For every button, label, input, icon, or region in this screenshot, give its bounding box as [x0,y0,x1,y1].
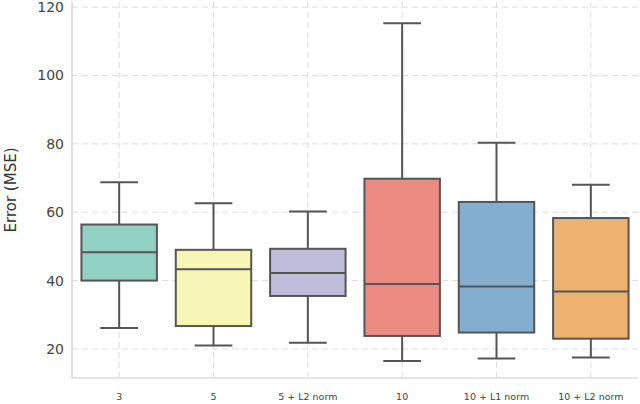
cap-upper [383,22,421,24]
whisker-upper [307,212,309,249]
grid-line-x [119,2,120,378]
median [364,283,439,285]
x-tick-label: 10 + L2 norm [558,391,623,402]
grid-line [72,75,638,76]
whisker-upper [590,185,592,218]
grid-line [72,7,638,8]
boxes [81,23,628,361]
x-tick-label: 5 + L2 norm [278,391,337,402]
y-tick-label: 20 [46,341,64,357]
box [459,202,534,333]
x-axis [72,377,638,378]
x-tick-label: 10 [396,391,408,402]
y-tick-label: 40 [46,273,64,289]
box [553,218,628,339]
whisker-lower [213,326,215,345]
cap-upper [289,211,327,213]
cap-lower [100,327,138,329]
grid-line [72,348,638,349]
x-tick-label: 3 [116,391,122,402]
median [459,285,534,287]
whisker-upper [118,182,120,224]
whisker-upper [496,143,498,202]
cap-upper [195,202,233,204]
x-tick-label: 5 [210,391,216,402]
median [553,291,628,293]
grid-line [72,212,638,213]
cap-lower [289,342,327,344]
box [81,225,156,281]
cap-lower [195,345,233,347]
x-tick-label: 10 + L1 norm [464,391,529,402]
cap-upper [572,184,610,186]
whisker-upper [401,23,403,179]
whisker-lower [307,296,309,343]
whisker-lower [401,336,403,361]
whisker-lower [590,339,592,358]
cap-upper [100,181,138,183]
whisker-upper [213,203,215,249]
whisker-lower [496,333,498,359]
median [176,268,251,270]
grid-line-x [307,2,308,378]
y-tick-label: 120 [37,0,64,15]
box [270,249,345,296]
y-axis [71,2,72,378]
box [176,250,251,326]
chart: 20 40 60 80 100 120 Error (MSE) 3 5 5 + L2 norm 10… [0,0,640,404]
y-tick-label: 80 [46,136,64,152]
median [81,251,156,253]
cap-upper [478,142,516,144]
grid-line [72,143,638,144]
cap-lower [478,358,516,360]
cap-lower [383,360,421,362]
y-tick-label: 60 [46,204,64,220]
whisker-lower [118,281,120,329]
median [270,272,345,274]
y-tick-label: 100 [37,67,64,83]
cap-lower [572,356,610,358]
y-axis-label: Error (MSE) [2,148,20,233]
box [364,179,439,336]
